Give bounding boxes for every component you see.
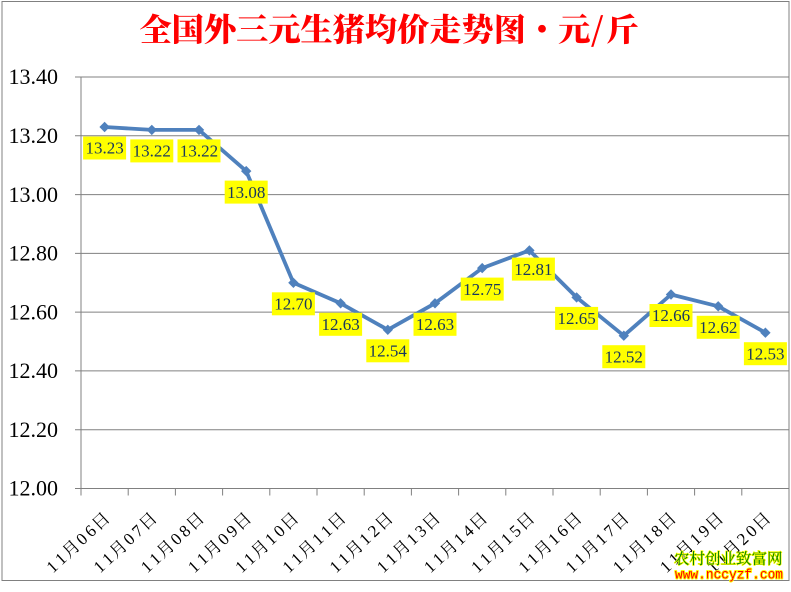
svg-text:13.23: 13.23 — [85, 139, 123, 158]
svg-text:12.80: 12.80 — [9, 241, 59, 266]
svg-text:12.40: 12.40 — [9, 358, 59, 383]
svg-text:13.22: 13.22 — [180, 142, 218, 161]
svg-text:12.65: 12.65 — [557, 309, 595, 328]
svg-text:13.08: 13.08 — [227, 183, 265, 202]
svg-text:13.20: 13.20 — [9, 123, 59, 148]
svg-text:12.53: 12.53 — [746, 344, 784, 363]
svg-text:12.62: 12.62 — [699, 318, 737, 337]
svg-text:www.nccyzf.com: www.nccyzf.com — [675, 568, 783, 584]
svg-text:12.00: 12.00 — [9, 476, 59, 501]
svg-text:12.63: 12.63 — [416, 315, 454, 334]
svg-text:13.22: 13.22 — [133, 142, 171, 161]
svg-text:13.40: 13.40 — [9, 64, 59, 89]
svg-text:12.52: 12.52 — [605, 347, 643, 366]
svg-text:12.20: 12.20 — [9, 417, 59, 442]
svg-text:12.75: 12.75 — [463, 280, 501, 299]
svg-text:12.70: 12.70 — [274, 295, 312, 314]
svg-text:12.63: 12.63 — [321, 315, 359, 334]
svg-text:12.66: 12.66 — [652, 306, 690, 325]
svg-text:12.54: 12.54 — [369, 342, 408, 361]
svg-text:13.00: 13.00 — [9, 182, 59, 207]
svg-text:12.81: 12.81 — [514, 260, 552, 279]
svg-text:12.60: 12.60 — [9, 299, 59, 324]
